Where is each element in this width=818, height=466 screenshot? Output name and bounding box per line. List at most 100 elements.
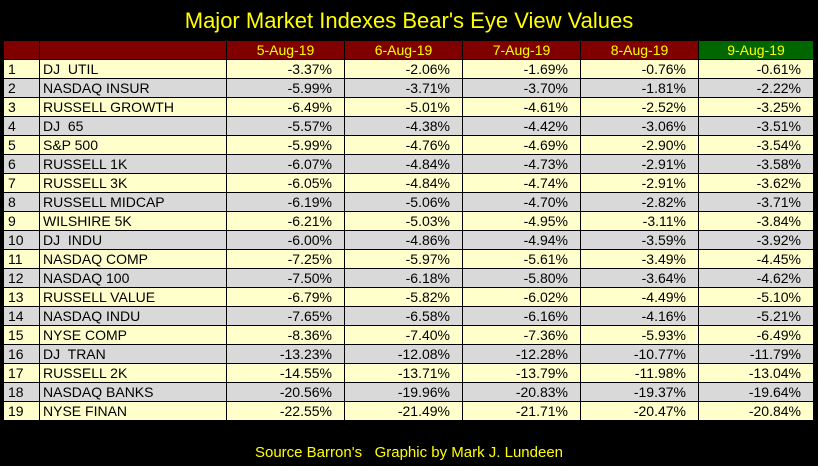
value-cell: -4.94%: [462, 230, 581, 250]
value-cell: -4.42%: [462, 116, 581, 136]
row-number: 1: [3, 59, 40, 79]
value-cell: -2.82%: [580, 192, 699, 212]
table-row: 9 WILSHIRE 5K -6.21% -5.03% -4.95% -3.11% -3.8…: [3, 211, 814, 231]
value-cell: -13.04%: [698, 363, 814, 383]
table-row: 5 S&P 500 -5.99% -4.76% -4.69% -2.90% -3.54%: [3, 135, 814, 155]
index-name: NASDAQ 100: [39, 268, 227, 288]
value-cell: -3.92%: [698, 230, 814, 250]
index-name: WILSHIRE 5K: [39, 211, 227, 231]
value-cell: -3.06%: [580, 116, 699, 136]
table-row: 13 RUSSELL VALUE -6.79% -5.82% -6.02% -4.49% -…: [3, 287, 814, 307]
value-cell: -2.06%: [344, 59, 463, 79]
table-row: 12 NASDAQ 100 -7.50% -6.18% -5.80% -3.64% -4.6…: [3, 268, 814, 288]
table-row: 10 DJ INDU -6.00% -4.86% -4.94% -3.59% -3.92%: [3, 230, 814, 250]
value-cell: -3.64%: [580, 268, 699, 288]
value-cell: -3.25%: [698, 97, 814, 117]
row-number: 13: [3, 287, 40, 307]
row-number: 7: [3, 173, 40, 193]
value-cell: -6.79%: [226, 287, 345, 307]
value-cell: -7.25%: [226, 249, 345, 269]
index-name: DJ UTIL: [39, 59, 227, 79]
value-cell: -4.49%: [580, 287, 699, 307]
header-blank-name: [39, 40, 227, 60]
value-cell: -13.71%: [344, 363, 463, 383]
value-cell: -2.91%: [580, 173, 699, 193]
value-cell: -5.57%: [226, 116, 345, 136]
bev-table: 5-Aug-19 6-Aug-19 7-Aug-19 8-Aug-19 9-Au…: [3, 40, 814, 421]
value-cell: -3.51%: [698, 116, 814, 136]
value-cell: -4.84%: [344, 173, 463, 193]
value-cell: -4.86%: [344, 230, 463, 250]
index-name: S&P 500: [39, 135, 227, 155]
value-cell: -3.54%: [698, 135, 814, 155]
value-cell: -12.08%: [344, 344, 463, 364]
table-row: 6 RUSSELL 1K -6.07% -4.84% -4.73% -2.91% -3.58…: [3, 154, 814, 174]
value-cell: -10.77%: [580, 344, 699, 364]
value-cell: -5.97%: [344, 249, 463, 269]
table-row: 4 DJ 65 -5.57% -4.38% -4.42% -3.06% -3.51%: [3, 116, 814, 136]
value-cell: -4.61%: [462, 97, 581, 117]
value-cell: -6.16%: [462, 306, 581, 326]
value-cell: -22.55%: [226, 401, 345, 421]
value-cell: -11.79%: [698, 344, 814, 364]
row-number: 17: [3, 363, 40, 383]
value-cell: -3.59%: [580, 230, 699, 250]
value-cell: -4.16%: [580, 306, 699, 326]
table-row: 17 RUSSELL 2K -14.55% -13.71% -13.79% -11.98%…: [3, 363, 814, 383]
value-cell: -20.56%: [226, 382, 345, 402]
table-row: 16 DJ TRAN -13.23% -12.08% -12.28% -10.77% -11…: [3, 344, 814, 364]
value-cell: -3.71%: [698, 192, 814, 212]
value-cell: -5.82%: [344, 287, 463, 307]
value-cell: -5.99%: [226, 78, 345, 98]
index-name: NYSE COMP: [39, 325, 227, 345]
value-cell: -6.49%: [698, 325, 814, 345]
value-cell: -7.50%: [226, 268, 345, 288]
value-cell: -6.05%: [226, 173, 345, 193]
source-footer: Source Barron's Graphic by Mark J. Lunde…: [254, 444, 563, 461]
value-cell: -1.69%: [462, 59, 581, 79]
header-date: 8-Aug-19: [580, 40, 699, 60]
table-row: 7 RUSSELL 3K -6.05% -4.84% -4.74% -2.91% -3.62…: [3, 173, 814, 193]
value-cell: -3.11%: [580, 211, 699, 231]
value-cell: -4.95%: [462, 211, 581, 231]
index-name: DJ TRAN: [39, 344, 227, 364]
value-cell: -3.70%: [462, 78, 581, 98]
index-name: NYSE FINAN: [39, 401, 227, 421]
value-cell: -19.96%: [344, 382, 463, 402]
row-number: 6: [3, 154, 40, 174]
value-cell: -4.62%: [698, 268, 814, 288]
row-number: 12: [3, 268, 40, 288]
value-cell: -5.03%: [344, 211, 463, 231]
row-number: 2: [3, 78, 40, 98]
index-name: NASDAQ COMP: [39, 249, 227, 269]
table-row: 2 NASDAQ INSUR -5.99% -3.71% -3.70% -1.81% -2.…: [3, 78, 814, 98]
value-cell: -5.93%: [580, 325, 699, 345]
table-row: 19 NYSE FINAN -22.55% -21.49% -21.71% -20.47%…: [3, 401, 814, 421]
index-name: RUSSELL GROWTH: [39, 97, 227, 117]
value-cell: -5.21%: [698, 306, 814, 326]
value-cell: -5.01%: [344, 97, 463, 117]
value-cell: -0.61%: [698, 59, 814, 79]
value-cell: -4.84%: [344, 154, 463, 174]
value-cell: -7.40%: [344, 325, 463, 345]
header-date: 5-Aug-19: [226, 40, 345, 60]
value-cell: -11.98%: [580, 363, 699, 383]
value-cell: -2.52%: [580, 97, 699, 117]
value-cell: -7.36%: [462, 325, 581, 345]
index-name: DJ INDU: [39, 230, 227, 250]
row-number: 11: [3, 249, 40, 269]
row-number: 3: [3, 97, 40, 117]
value-cell: -5.80%: [462, 268, 581, 288]
table-row: 14 NASDAQ INDU -7.65% -6.58% -6.16% -4.16% -5.…: [3, 306, 814, 326]
value-cell: -19.64%: [698, 382, 814, 402]
index-name: NASDAQ INDU: [39, 306, 227, 326]
row-number: 5: [3, 135, 40, 155]
value-cell: -19.37%: [580, 382, 699, 402]
value-cell: -1.81%: [580, 78, 699, 98]
value-cell: -20.47%: [580, 401, 699, 421]
value-cell: -3.62%: [698, 173, 814, 193]
value-cell: -20.83%: [462, 382, 581, 402]
value-cell: -4.38%: [344, 116, 463, 136]
row-number: 19: [3, 401, 40, 421]
header-row: 5-Aug-19 6-Aug-19 7-Aug-19 8-Aug-19 9-Au…: [3, 40, 814, 60]
